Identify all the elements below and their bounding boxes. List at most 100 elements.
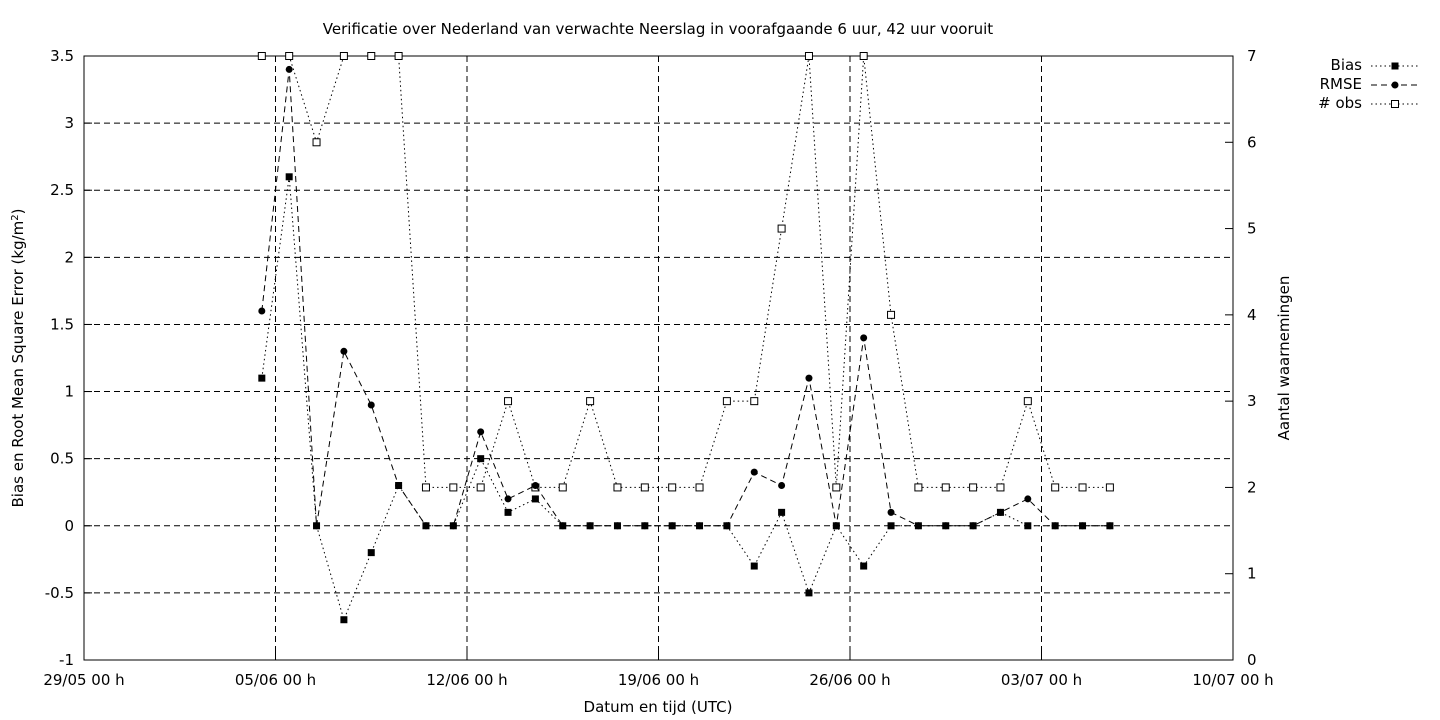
y-tick-label: 3 — [64, 114, 74, 132]
data-point-bias — [559, 522, 567, 530]
y-tick-label: 1.5 — [50, 315, 74, 333]
data-point-rmse — [805, 374, 813, 382]
data-point-bias — [504, 508, 512, 516]
data-point-obs — [449, 483, 458, 492]
data-point-obs — [257, 52, 266, 60]
data-point-bias — [969, 522, 977, 530]
data-point-obs — [1051, 483, 1060, 492]
data-point-bias — [750, 562, 758, 570]
legend-marker-bias — [1391, 62, 1399, 70]
legend-marker-rmse — [1391, 81, 1399, 89]
y2-tick-label: 6 — [1247, 133, 1257, 151]
legend-label-obs: # obs — [1318, 94, 1362, 112]
data-point-rmse — [531, 482, 539, 490]
data-point-obs — [969, 483, 978, 492]
legend-label-bias: Bias — [1331, 56, 1363, 74]
data-point-obs — [339, 52, 348, 60]
y2-tick-label: 1 — [1247, 565, 1257, 583]
data-point-obs — [750, 397, 759, 406]
data-point-rmse — [860, 334, 868, 342]
data-point-bias — [422, 522, 430, 530]
chart-title: Verificatie over Nederland van verwachte… — [323, 20, 993, 38]
data-point-rmse — [778, 482, 786, 490]
y2-tick-label: 3 — [1247, 392, 1257, 410]
data-point-obs — [668, 483, 677, 492]
data-point-bias — [641, 522, 649, 530]
y-tick-label: 3.5 — [50, 47, 74, 65]
data-point-obs — [476, 483, 485, 492]
data-point-bias — [805, 589, 813, 597]
data-point-bias — [696, 522, 704, 530]
data-point-obs — [859, 52, 868, 60]
data-point-bias — [1051, 522, 1059, 530]
data-point-obs — [1078, 483, 1087, 492]
data-point-obs — [421, 483, 430, 492]
data-point-obs — [394, 52, 403, 60]
x-tick-label: 10/07 00 h — [1192, 671, 1273, 689]
y-axis-label-main: Bias en Root Mean Square Error (kg/m — [9, 221, 27, 508]
x-tick-label: 12/06 00 h — [426, 671, 507, 689]
data-point-bias — [258, 374, 266, 382]
y-axis-label-end: ) — [9, 209, 27, 215]
data-point-bias — [340, 616, 348, 624]
data-point-obs — [914, 483, 923, 492]
legend: Bias RMSE # obs — [1318, 56, 1420, 112]
data-point-bias — [313, 522, 321, 530]
data-point-rmse — [340, 347, 348, 355]
data-point-bias — [477, 455, 485, 463]
data-point-bias — [996, 508, 1004, 516]
data-point-bias — [1079, 522, 1087, 530]
data-point-bias — [1106, 522, 1114, 530]
y-axis-label: Bias en Root Mean Square Error (kg/m2) — [9, 209, 27, 508]
data-point-bias — [887, 522, 895, 530]
data-point-obs — [613, 483, 622, 492]
data-point-obs — [504, 397, 513, 406]
y-tick-label: 0.5 — [50, 450, 74, 468]
series — [257, 52, 1114, 624]
data-point-rmse — [887, 508, 895, 516]
series-obs — [257, 52, 1114, 492]
y-tick-label: -1 — [59, 651, 74, 669]
data-point-bias — [449, 522, 457, 530]
data-point-rmse — [285, 65, 293, 73]
data-point-bias — [613, 522, 621, 530]
legend-marker-obs — [1391, 100, 1399, 108]
data-point-obs — [695, 483, 704, 492]
data-point-obs — [1023, 397, 1032, 406]
data-point-rmse — [477, 428, 485, 436]
data-point-bias — [914, 522, 922, 530]
data-point-bias — [778, 508, 786, 516]
data-point-rmse — [367, 401, 375, 409]
series-line-bias — [261, 176, 1110, 622]
data-point-bias — [832, 522, 840, 530]
data-point-obs — [996, 483, 1005, 492]
series-bias — [258, 173, 1114, 624]
y2-axis-label: Aantal waarnemingen — [1275, 276, 1293, 441]
x-tick-label: 19/06 00 h — [618, 671, 699, 689]
y2-tick-label: 5 — [1247, 220, 1257, 238]
data-point-bias — [942, 522, 950, 530]
y2-tick-label: 4 — [1247, 306, 1257, 324]
data-point-bias — [1024, 522, 1032, 530]
data-point-obs — [285, 52, 294, 60]
data-point-bias — [285, 173, 293, 181]
data-point-bias — [367, 549, 375, 557]
y2-tick-label: 7 — [1247, 47, 1257, 65]
data-point-obs — [1105, 483, 1114, 492]
data-point-bias — [586, 522, 594, 530]
x-tick-label: 05/06 00 h — [235, 671, 316, 689]
data-point-obs — [941, 483, 950, 492]
legend-label-rmse: RMSE — [1320, 75, 1362, 93]
y2-tick-label: 0 — [1247, 651, 1257, 669]
data-point-rmse — [258, 307, 266, 315]
data-point-bias — [723, 522, 731, 530]
data-point-obs — [586, 397, 595, 406]
y-tick-label: 2 — [64, 248, 74, 266]
data-point-obs — [367, 52, 376, 60]
data-point-obs — [558, 483, 567, 492]
x-tick-label: 03/07 00 h — [1001, 671, 1082, 689]
data-point-obs — [887, 310, 896, 319]
data-point-obs — [777, 224, 786, 233]
